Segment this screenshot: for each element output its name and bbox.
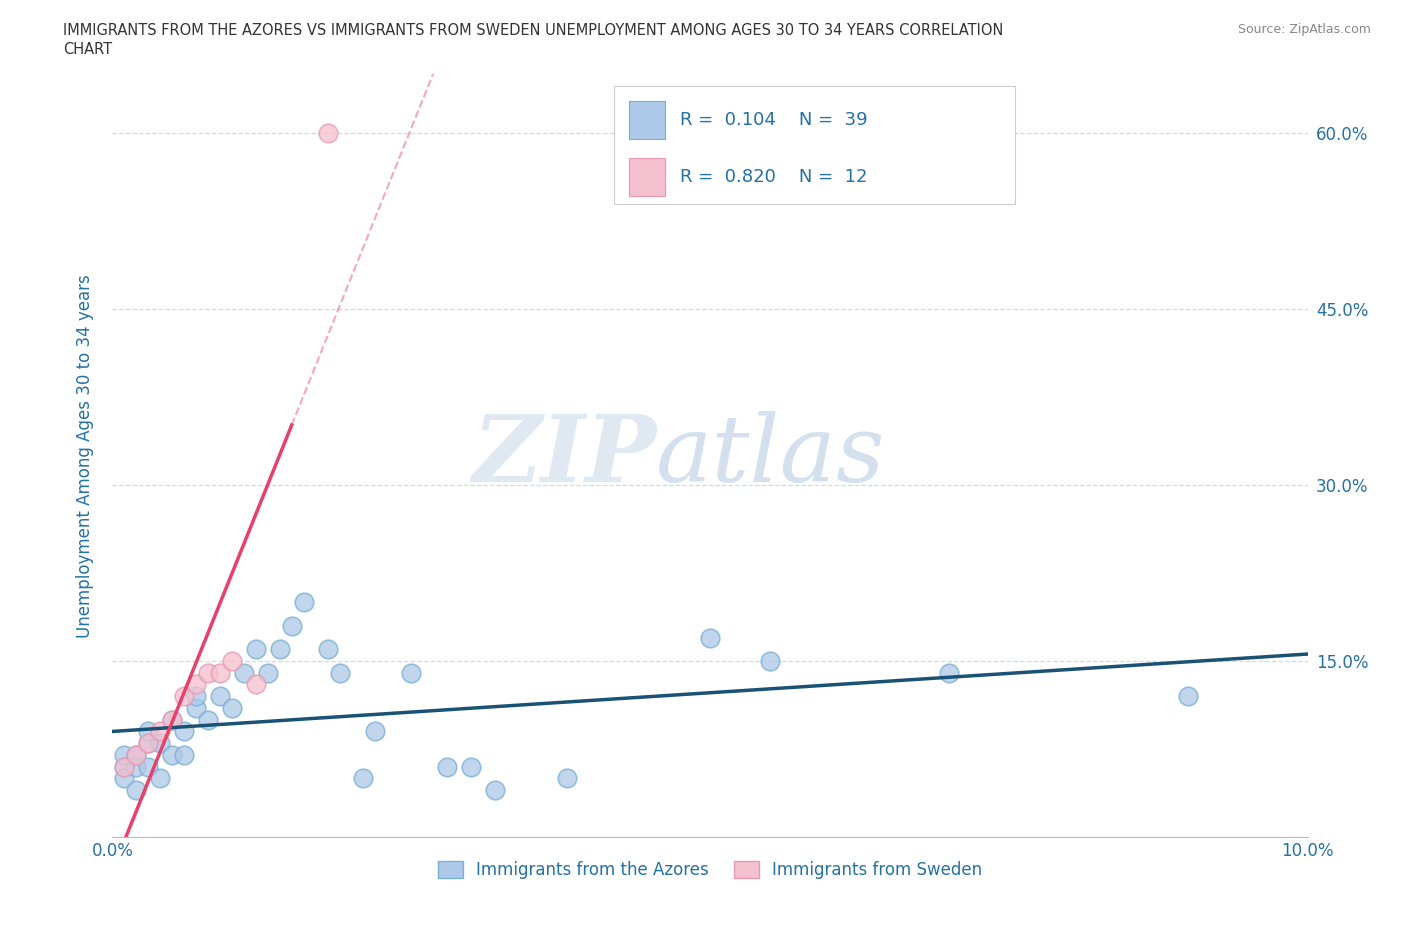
- Point: [245, 677, 267, 692]
- Legend: Immigrants from the Azores, Immigrants from Sweden: Immigrants from the Azores, Immigrants f…: [432, 855, 988, 886]
- Point: [138, 759, 160, 774]
- Point: [460, 759, 482, 774]
- Point: [138, 736, 160, 751]
- Point: [186, 689, 208, 704]
- Point: [329, 665, 352, 680]
- Text: ZIP: ZIP: [472, 411, 657, 500]
- Y-axis label: Unemployment Among Ages 30 to 34 years: Unemployment Among Ages 30 to 34 years: [76, 273, 94, 638]
- Point: [938, 665, 960, 680]
- Point: [484, 783, 506, 798]
- Point: [759, 654, 782, 669]
- Text: IMMIGRANTS FROM THE AZORES VS IMMIGRANTS FROM SWEDEN UNEMPLOYMENT AMONG AGES 30 : IMMIGRANTS FROM THE AZORES VS IMMIGRANTS…: [63, 23, 1004, 38]
- Point: [245, 642, 267, 657]
- Point: [149, 736, 172, 751]
- Point: [125, 748, 148, 763]
- Point: [233, 665, 256, 680]
- Point: [125, 748, 148, 763]
- Point: [114, 759, 135, 774]
- Point: [316, 126, 339, 140]
- Point: [138, 724, 160, 738]
- Point: [186, 700, 208, 715]
- Point: [699, 631, 721, 645]
- Text: atlas: atlas: [657, 411, 886, 500]
- Bar: [628, 101, 665, 140]
- Point: [221, 654, 243, 669]
- Point: [281, 618, 304, 633]
- Point: [436, 759, 458, 774]
- Point: [555, 771, 578, 786]
- Point: [162, 712, 183, 727]
- Text: CHART: CHART: [63, 42, 112, 57]
- Point: [138, 736, 160, 751]
- Point: [353, 771, 375, 786]
- Text: R =  0.820    N =  12: R = 0.820 N = 12: [681, 168, 868, 186]
- Point: [114, 759, 135, 774]
- Point: [401, 665, 423, 680]
- Point: [364, 724, 387, 738]
- Point: [173, 748, 195, 763]
- Point: [197, 665, 219, 680]
- Text: Source: ZipAtlas.com: Source: ZipAtlas.com: [1237, 23, 1371, 36]
- Point: [292, 595, 315, 610]
- Point: [149, 771, 172, 786]
- Point: [257, 665, 280, 680]
- Point: [1177, 689, 1199, 704]
- Point: [114, 748, 135, 763]
- Point: [125, 759, 148, 774]
- Text: R =  0.104    N =  39: R = 0.104 N = 39: [681, 112, 868, 129]
- Bar: [628, 158, 665, 196]
- Point: [173, 689, 195, 704]
- Point: [316, 642, 339, 657]
- Point: [125, 783, 148, 798]
- Point: [149, 724, 172, 738]
- Point: [186, 677, 208, 692]
- Point: [209, 689, 232, 704]
- Point: [173, 724, 195, 738]
- Point: [114, 771, 135, 786]
- Point: [197, 712, 219, 727]
- Point: [221, 700, 243, 715]
- FancyBboxPatch shape: [614, 86, 1015, 204]
- Point: [162, 712, 183, 727]
- Point: [162, 748, 183, 763]
- Point: [269, 642, 291, 657]
- Point: [209, 665, 232, 680]
